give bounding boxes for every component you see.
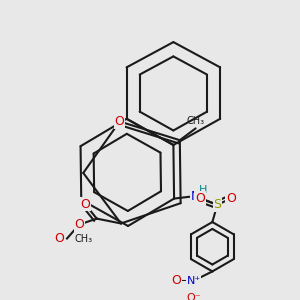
Text: O: O	[80, 198, 90, 211]
Text: O: O	[115, 115, 124, 128]
Text: O: O	[226, 192, 236, 205]
Text: N: N	[190, 190, 200, 202]
Text: O: O	[171, 274, 181, 287]
Text: CH₃: CH₃	[74, 233, 92, 244]
Text: CH₃: CH₃	[187, 116, 205, 126]
Text: O: O	[195, 192, 205, 205]
Text: S: S	[213, 198, 221, 211]
Text: O: O	[54, 232, 64, 245]
Text: N⁺: N⁺	[187, 276, 201, 286]
Text: O⁻: O⁻	[186, 293, 201, 300]
Text: O: O	[74, 218, 84, 231]
Text: H: H	[199, 185, 207, 196]
